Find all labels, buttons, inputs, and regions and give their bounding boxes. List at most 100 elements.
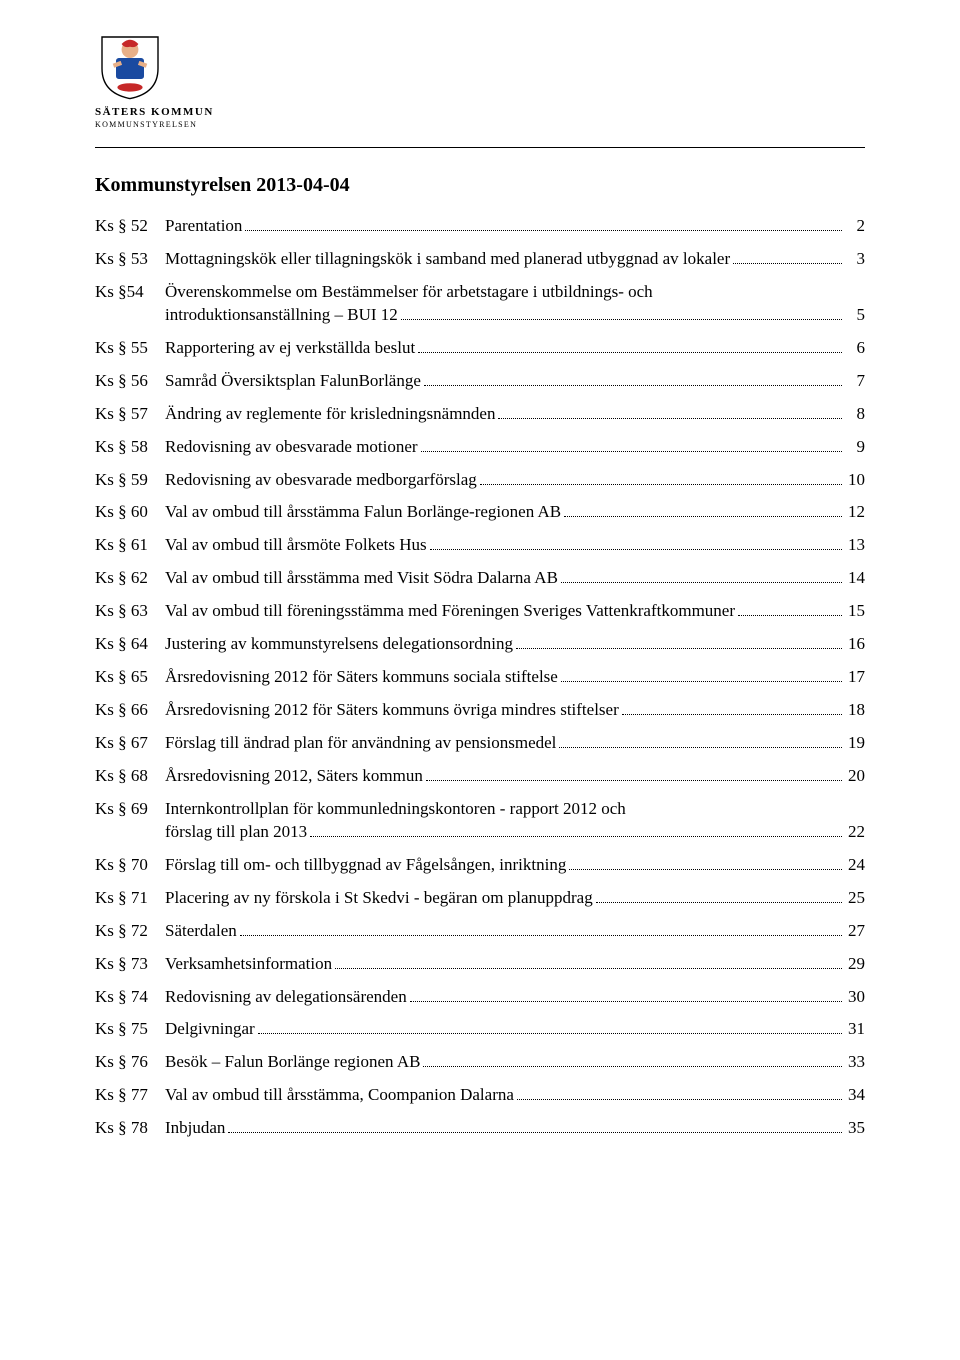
header-divider [95, 147, 865, 148]
toc-row: Ks § 74Redovisning av delegationsärenden… [95, 986, 865, 1009]
toc-dots [424, 371, 842, 386]
toc-page: 8 [845, 403, 865, 426]
toc-row: Ks § 63Val av ombud till föreningsstämma… [95, 600, 865, 623]
toc-label: Redovisning av delegationsärenden [165, 986, 407, 1009]
toc-code: Ks § 68 [95, 765, 165, 788]
toc-page: 19 [845, 732, 865, 755]
toc-dots [228, 1119, 842, 1134]
toc-code: Ks § 77 [95, 1084, 165, 1107]
logo-main-text: SÄTERS KOMMUN [95, 106, 214, 118]
toc-dots [517, 1086, 842, 1101]
toc-code: Ks § 65 [95, 666, 165, 689]
toc-label: förslag till plan 2013 [165, 821, 307, 844]
toc-dots [430, 536, 842, 551]
toc-label: Redovisning av obesvarade motioner [165, 436, 418, 459]
toc-dots [426, 766, 842, 781]
toc-code: Ks § 60 [95, 501, 165, 524]
toc-row: Ks § 58Redovisning av obesvarade motione… [95, 436, 865, 459]
toc-label: Parentation [165, 215, 242, 238]
toc-page: 16 [845, 633, 865, 656]
toc-label: Förslag till om- och tillbyggnad av Fåge… [165, 854, 566, 877]
toc-label: Justering av kommunstyrelsens delegation… [165, 633, 513, 656]
toc-leader-row: förslag till plan 201322 [165, 821, 865, 844]
toc-label: Årsredovisning 2012 för Säters kommuns s… [165, 666, 558, 689]
toc-code: Ks § 56 [95, 370, 165, 393]
toc-code: Ks § 58 [95, 436, 165, 459]
toc-label: Inbjudan [165, 1117, 225, 1140]
toc-dots [622, 700, 842, 715]
toc-page: 17 [845, 666, 865, 689]
toc-page: 35 [845, 1117, 865, 1140]
toc-label: Förslag till ändrad plan för användning … [165, 732, 556, 755]
toc-dots [738, 602, 842, 617]
toc-row: Ks § 53Mottagningskök eller tillagningsk… [95, 248, 865, 271]
toc-dots [421, 437, 842, 452]
toc-code: Ks § 53 [95, 248, 165, 271]
toc-code: Ks § 67 [95, 732, 165, 755]
toc-row: Ks § 71Placering av ny förskola i St Ske… [95, 887, 865, 910]
toc-code: Ks § 71 [95, 887, 165, 910]
toc-page: 2 [845, 215, 865, 238]
logo-block: SÄTERS KOMMUN KOMMUNSTYRELSEN [95, 30, 865, 129]
toc-row: Ks §54Överenskommelse om Bestämmelser fö… [95, 281, 865, 327]
toc-row: Ks § 57Ändring av reglemente för krisled… [95, 403, 865, 426]
toc-label: Val av ombud till föreningsstämma med Fö… [165, 600, 735, 623]
toc-page: 13 [845, 534, 865, 557]
toc-row: Ks § 70Förslag till om- och tillbyggnad … [95, 854, 865, 877]
toc-label: Val av ombud till årsstämma med Visit Sö… [165, 567, 558, 590]
toc-code: Ks § 64 [95, 633, 165, 656]
toc-row: Ks § 73Verksamhetsinformation29 [95, 953, 865, 976]
toc-dots [480, 470, 842, 485]
toc-label: Ändring av reglemente för krisledningsnä… [165, 403, 495, 426]
toc-code: Ks § 52 [95, 215, 165, 238]
toc-page: 30 [845, 986, 865, 1009]
toc-dots [401, 305, 842, 320]
toc-dots [310, 822, 842, 837]
toc-page: 33 [845, 1051, 865, 1074]
toc-label: Val av ombud till årsmöte Folkets Hus [165, 534, 427, 557]
page-title: Kommunstyrelsen 2013-04-04 [95, 174, 865, 197]
toc-dots [258, 1020, 842, 1035]
toc-row: Ks § 59Redovisning av obesvarade medborg… [95, 469, 865, 492]
toc-page: 9 [845, 436, 865, 459]
toc-label: Rapportering av ej verkställda beslut [165, 337, 415, 360]
toc-label: Verksamhetsinformation [165, 953, 332, 976]
logo-sub-text: KOMMUNSTYRELSEN [95, 120, 197, 129]
toc-row: Ks § 55Rapportering av ej verkställda be… [95, 337, 865, 360]
toc-row: Ks § 77Val av ombud till årsstämma, Coom… [95, 1084, 865, 1107]
toc-label: Samråd Översiktsplan FalunBorlänge [165, 370, 421, 393]
toc-row: Ks § 72Säterdalen27 [95, 920, 865, 943]
toc-dots [564, 503, 842, 518]
toc-label: Val av ombud till årsstämma, Coompanion … [165, 1084, 514, 1107]
toc-row: Ks § 75Delgivningar31 [95, 1018, 865, 1041]
toc-code: Ks § 59 [95, 469, 165, 492]
toc-page: 34 [845, 1084, 865, 1107]
toc-dots [410, 987, 842, 1002]
toc-row: Ks § 68Årsredovisning 2012, Säters kommu… [95, 765, 865, 788]
toc-page: 18 [845, 699, 865, 722]
toc-page: 10 [845, 469, 865, 492]
toc-dots [596, 888, 842, 903]
toc-page: 29 [845, 953, 865, 976]
toc-row: Ks § 69Internkontrollplan för kommunledn… [95, 798, 865, 844]
toc-code: Ks § 57 [95, 403, 165, 426]
toc-row: Ks § 62Val av ombud till årsstämma med V… [95, 567, 865, 590]
toc-label: introduktionsanställning – BUI 12 [165, 304, 398, 327]
toc-dots [561, 668, 842, 683]
toc-row: Ks § 56Samråd Översiktsplan FalunBorläng… [95, 370, 865, 393]
toc-label: Placering av ny förskola i St Skedvi - b… [165, 887, 593, 910]
toc-page: 6 [845, 337, 865, 360]
toc-row: Ks § 65Årsredovisning 2012 för Säters ko… [95, 666, 865, 689]
toc-row: Ks § 78Inbjudan35 [95, 1117, 865, 1140]
document-page: SÄTERS KOMMUN KOMMUNSTYRELSEN Kommunstyr… [0, 0, 960, 1360]
toc-page: 5 [845, 304, 865, 327]
toc-label: Val av ombud till årsstämma Falun Borlän… [165, 501, 561, 524]
toc-row: Ks § 52Parentation 2 [95, 215, 865, 238]
toc-dots [569, 855, 842, 870]
crest-icon [95, 30, 165, 100]
toc-code: Ks § 66 [95, 699, 165, 722]
toc-dots [335, 954, 842, 969]
toc-page: 31 [845, 1018, 865, 1041]
toc-label: Överenskommelse om Bestämmelser för arbe… [165, 281, 865, 304]
toc-page: 7 [845, 370, 865, 393]
